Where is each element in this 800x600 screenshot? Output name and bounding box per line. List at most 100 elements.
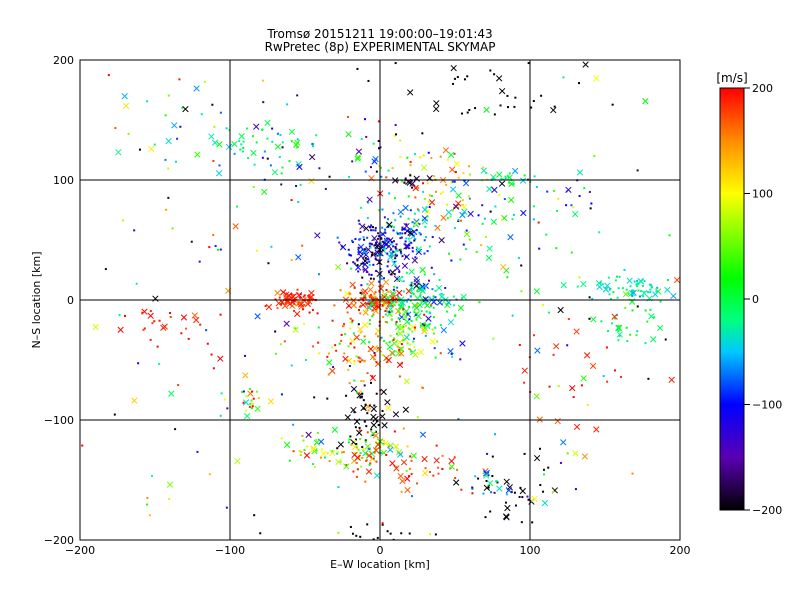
data-point-dot xyxy=(362,380,365,383)
data-point-cross xyxy=(393,465,400,472)
data-point-dot xyxy=(406,342,409,345)
data-point-dot xyxy=(338,342,341,345)
data-point-dot xyxy=(353,346,356,349)
data-point-dot xyxy=(124,314,127,317)
data-point-dot xyxy=(588,190,591,193)
data-point-cross xyxy=(354,264,362,271)
data-point-dot xyxy=(393,285,396,288)
data-point-cross xyxy=(274,143,282,150)
data-point-dot xyxy=(405,223,408,226)
data-point-dot xyxy=(146,503,149,506)
data-point-dot xyxy=(410,284,413,287)
data-point-dot xyxy=(624,306,627,309)
data-point-dot xyxy=(395,340,398,343)
data-point-dot xyxy=(174,160,177,163)
data-point-dot xyxy=(169,316,172,319)
data-point-dot xyxy=(356,264,359,267)
data-point-dot xyxy=(424,334,427,337)
data-point-cross xyxy=(491,186,498,194)
data-point-dot xyxy=(618,275,621,278)
data-point-dot xyxy=(448,252,451,255)
data-point-dot xyxy=(423,197,426,200)
data-point-dot xyxy=(357,270,360,273)
data-point-cross xyxy=(398,324,405,331)
data-point-dot xyxy=(372,263,375,266)
data-point-dot xyxy=(337,486,340,489)
data-point-dot xyxy=(499,104,502,107)
y-axis-label: N–S location [km] xyxy=(30,251,43,348)
data-point-dot xyxy=(425,236,428,239)
data-point-dot xyxy=(428,279,431,282)
data-point-cross xyxy=(389,460,396,467)
data-point-dot xyxy=(280,437,283,440)
data-point-dot xyxy=(366,523,369,526)
data-point-dot xyxy=(409,164,412,167)
data-point-dot xyxy=(636,169,639,172)
data-point-dot xyxy=(404,232,407,235)
data-point-dot xyxy=(410,320,413,323)
data-point-dot xyxy=(359,535,362,538)
data-point-cross xyxy=(386,310,393,318)
data-point-dot xyxy=(348,364,351,367)
data-point-dot xyxy=(334,344,337,347)
y-tick-label: −100 xyxy=(44,414,74,427)
data-point-dot xyxy=(503,198,506,201)
data-point-dot xyxy=(489,210,492,213)
data-point-dot xyxy=(219,313,222,316)
data-point-dot xyxy=(357,448,360,451)
data-point-cross xyxy=(308,289,315,297)
data-point-dot xyxy=(414,256,417,259)
data-point-dot xyxy=(359,360,362,363)
data-point-dot xyxy=(434,326,437,329)
data-point-dot xyxy=(387,169,390,172)
data-point-cross xyxy=(363,225,370,232)
data-point-dot xyxy=(489,510,492,513)
data-point-dot xyxy=(318,167,321,170)
data-point-dot xyxy=(612,291,615,294)
data-point-dot xyxy=(636,282,639,285)
data-point-dot xyxy=(512,213,515,216)
data-point-cross xyxy=(404,486,411,494)
data-point-dot xyxy=(372,313,375,316)
data-point-dot xyxy=(383,246,386,249)
data-point-dot xyxy=(359,390,362,393)
data-point-dot xyxy=(428,194,431,197)
data-point-cross xyxy=(373,472,381,479)
data-point-dot xyxy=(353,379,356,382)
data-point-dot xyxy=(340,333,343,336)
data-point-dot xyxy=(318,352,321,355)
data-point-dot xyxy=(457,176,460,179)
data-point-dot xyxy=(378,254,381,257)
data-point-dot xyxy=(269,164,272,167)
data-point-dot xyxy=(445,203,448,206)
data-point-cross xyxy=(572,210,579,218)
data-point-dot xyxy=(373,292,376,295)
data-point-dot xyxy=(367,258,370,261)
data-point-cross xyxy=(541,499,549,507)
data-point-dot xyxy=(351,160,354,163)
data-point-dot xyxy=(366,217,369,220)
data-point-dot xyxy=(668,234,671,237)
data-point-dot xyxy=(311,143,314,146)
data-point-dot xyxy=(377,140,380,143)
data-point-dot xyxy=(593,154,596,157)
data-point-dot xyxy=(514,504,517,507)
data-point-dot xyxy=(393,240,396,243)
data-point-dot xyxy=(532,100,535,103)
data-point-dot xyxy=(401,226,404,229)
data-point-dot xyxy=(352,261,355,264)
data-point-cross xyxy=(400,459,408,466)
data-point-dot xyxy=(399,139,402,142)
data-point-cross xyxy=(282,294,290,301)
data-point-dot xyxy=(372,358,375,361)
data-point-cross xyxy=(413,218,420,225)
data-point-dot xyxy=(349,317,352,320)
data-point-dot xyxy=(395,254,398,257)
data-point-cross xyxy=(450,64,457,72)
data-point-dot xyxy=(372,229,375,232)
data-point-dot xyxy=(618,334,621,337)
data-point-dot xyxy=(407,217,410,220)
data-point-dot xyxy=(245,409,248,412)
data-point-dot xyxy=(402,330,405,333)
data-point-dot xyxy=(411,221,414,224)
